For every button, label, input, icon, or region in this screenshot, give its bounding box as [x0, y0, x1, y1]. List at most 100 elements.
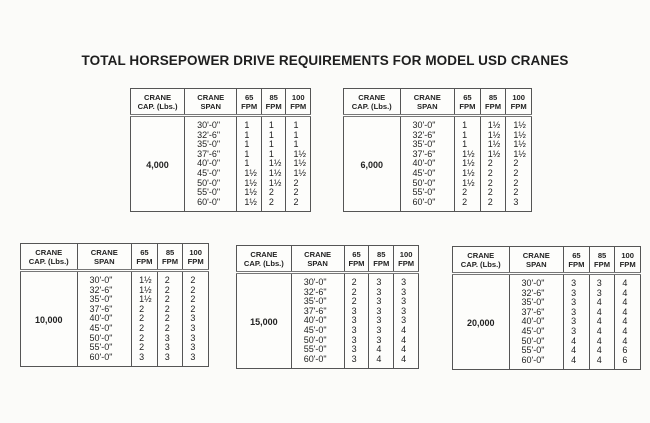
hp-100fpm: 2 — [182, 295, 209, 305]
crane-span: 55'-0" — [184, 188, 237, 198]
hp-65fpm: 1½ — [236, 197, 262, 212]
hp-85fpm: 3 — [368, 335, 394, 346]
header-85fpm: 85 FPM — [588, 246, 615, 275]
hp-85fpm: 3 — [588, 288, 615, 299]
header-capacity: CRANE CAP. (Lbs.) — [343, 88, 400, 117]
hp-100fpm: 4 — [614, 298, 641, 308]
hp-100fpm: 2 — [505, 159, 532, 169]
hp-100fpm: 2 — [285, 197, 311, 212]
crane-span: 30'-0" — [184, 115, 237, 131]
hp-85fpm: 3 — [368, 325, 394, 336]
hp-100fpm: 1½ — [505, 130, 532, 141]
table-row: 55'-0" 1½ 2 2 — [131, 188, 311, 198]
crane-capacity: 15,000 — [236, 272, 292, 369]
crane-span: 50'-0" — [290, 335, 345, 346]
hp-85fpm: 1½ — [479, 115, 506, 131]
hp-85fpm: 3 — [368, 316, 394, 326]
hp-100fpm: 2 — [285, 188, 311, 198]
hp-85fpm: 4 — [588, 298, 615, 308]
table-row: 32'-6" 1 1½ 1½ — [344, 130, 532, 141]
hp-65fpm: 2 — [131, 333, 158, 344]
crane-span: 30'-0" — [508, 273, 564, 289]
crane-span: 40'-0" — [76, 314, 132, 324]
header-85fpm: 85 FPM — [260, 88, 286, 117]
crane-span: 60'-0" — [508, 355, 564, 370]
table-row: 37'-6" 3 4 4 — [453, 307, 641, 318]
hp-85fpm: 4 — [588, 317, 615, 327]
table-row: 55'-0" 2 2 2 — [344, 188, 532, 198]
hp-65fpm: 1 — [454, 140, 481, 150]
hp-85fpm: 1 — [260, 140, 286, 150]
hp-65fpm: 1½ — [236, 188, 262, 198]
hp-65fpm: 2 — [131, 304, 158, 315]
hp-85fpm: 1½ — [260, 178, 286, 189]
hp-85fpm: 2 — [479, 159, 506, 169]
crane-capacity: 20,000 — [452, 273, 509, 370]
hp-85fpm: 2 — [479, 168, 506, 179]
crane-span: 40'-0" — [399, 159, 455, 169]
crane-span: 30'-0" — [290, 272, 345, 288]
hp-65fpm: 1 — [454, 115, 481, 131]
header-65fpm: 65 FPM — [454, 88, 481, 117]
hp-85fpm: 2 — [156, 314, 183, 324]
crane-span: 32'-6" — [508, 288, 564, 299]
header-100fpm: 100 FPM — [614, 246, 641, 275]
hp-100fpm: 3 — [182, 343, 209, 353]
crane-span: 35'-0" — [184, 140, 237, 150]
crane-span: 37'-6" — [184, 149, 237, 160]
table-row: 40'-0" 3 3 3 — [237, 316, 419, 326]
header-85fpm: 85 FPM — [368, 245, 394, 274]
hp-65fpm: 1 — [236, 159, 262, 169]
header-span: CRANE SPAN — [184, 88, 237, 117]
hp-100fpm: 4 — [614, 288, 641, 299]
hp-85fpm: 1½ — [479, 130, 506, 141]
header-85fpm: 85 FPM — [479, 88, 506, 117]
hp-85fpm: 3 — [156, 333, 183, 344]
table-row: 45'-0" 2 2 3 — [21, 323, 209, 334]
hp-65fpm: 1 — [236, 149, 262, 160]
hp-65fpm: 1½ — [454, 168, 481, 179]
header-100fpm: 100 FPM — [285, 88, 311, 117]
table-row: 60'-0" 3 3 3 — [21, 352, 209, 367]
table-row: 50'-0" 2 3 3 — [21, 333, 209, 344]
hp-65fpm: 2 — [343, 297, 369, 307]
hp-table-6000: CRANE CAP. (Lbs.) CRANE SPAN 65 FPM 85 FPM 100 FP… — [343, 88, 532, 213]
crane-span: 45'-0" — [184, 168, 237, 179]
hp-85fpm: 1½ — [260, 159, 286, 169]
table-row: 50'-0" 1½ 1½ 2 — [131, 178, 311, 189]
hp-100fpm: 3 — [393, 272, 419, 288]
table-row: 37'-6" 1½ 1½ 1½ — [344, 149, 532, 160]
hp-65fpm: 1 — [236, 130, 262, 141]
hp-100fpm: 4 — [614, 336, 641, 347]
hp-65fpm: 2 — [454, 197, 481, 212]
table-row: 55'-0" 4 4 6 — [453, 346, 641, 356]
table-row: 50'-0" 1½ 2 2 — [344, 178, 532, 189]
table-row: 40'-0" 2 2 3 — [21, 314, 209, 324]
hp-65fpm: 3 — [563, 307, 590, 318]
hp-65fpm: 1½ — [131, 270, 158, 286]
header-capacity: CRANE CAP. (Lbs.) — [129, 88, 185, 117]
table-row: 35'-0" 2 3 3 — [237, 297, 419, 307]
table-row: 35'-0" 1½ 2 2 — [21, 295, 209, 305]
crane-span: 55'-0" — [76, 343, 132, 353]
hp-85fpm: 4 — [368, 354, 394, 369]
crane-span: 45'-0" — [399, 168, 455, 179]
hp-85fpm: 2 — [479, 178, 506, 189]
crane-span: 35'-0" — [508, 298, 564, 308]
page-title: TOTAL HORSEPOWER DRIVE REQUIREMENTS FOR … — [81, 53, 569, 68]
crane-span: 37'-6" — [399, 149, 455, 160]
hp-65fpm: 1½ — [236, 178, 262, 189]
hp-65fpm: 1½ — [454, 149, 481, 160]
hp-85fpm: 2 — [156, 270, 183, 286]
crane-span: 60'-0" — [290, 354, 345, 369]
hp-65fpm: 4 — [563, 346, 590, 356]
table-row: 4,000 30'-0" 1 1 1 — [129, 115, 311, 212]
table-row: 45'-0" 1½ 1½ 1½ — [131, 168, 311, 179]
hp-100fpm: 2 — [182, 270, 209, 286]
hp-table-15000: CRANE CAP. (Lbs.) CRANE SPAN 65 FPM 85 FPM 100 FP… — [236, 245, 419, 370]
hp-85fpm: 2 — [156, 285, 183, 296]
hp-65fpm: 3 — [343, 335, 369, 346]
hp-100fpm: 2 — [505, 188, 532, 198]
hp-100fpm: 6 — [614, 346, 641, 356]
hp-100fpm: 3 — [393, 306, 419, 317]
